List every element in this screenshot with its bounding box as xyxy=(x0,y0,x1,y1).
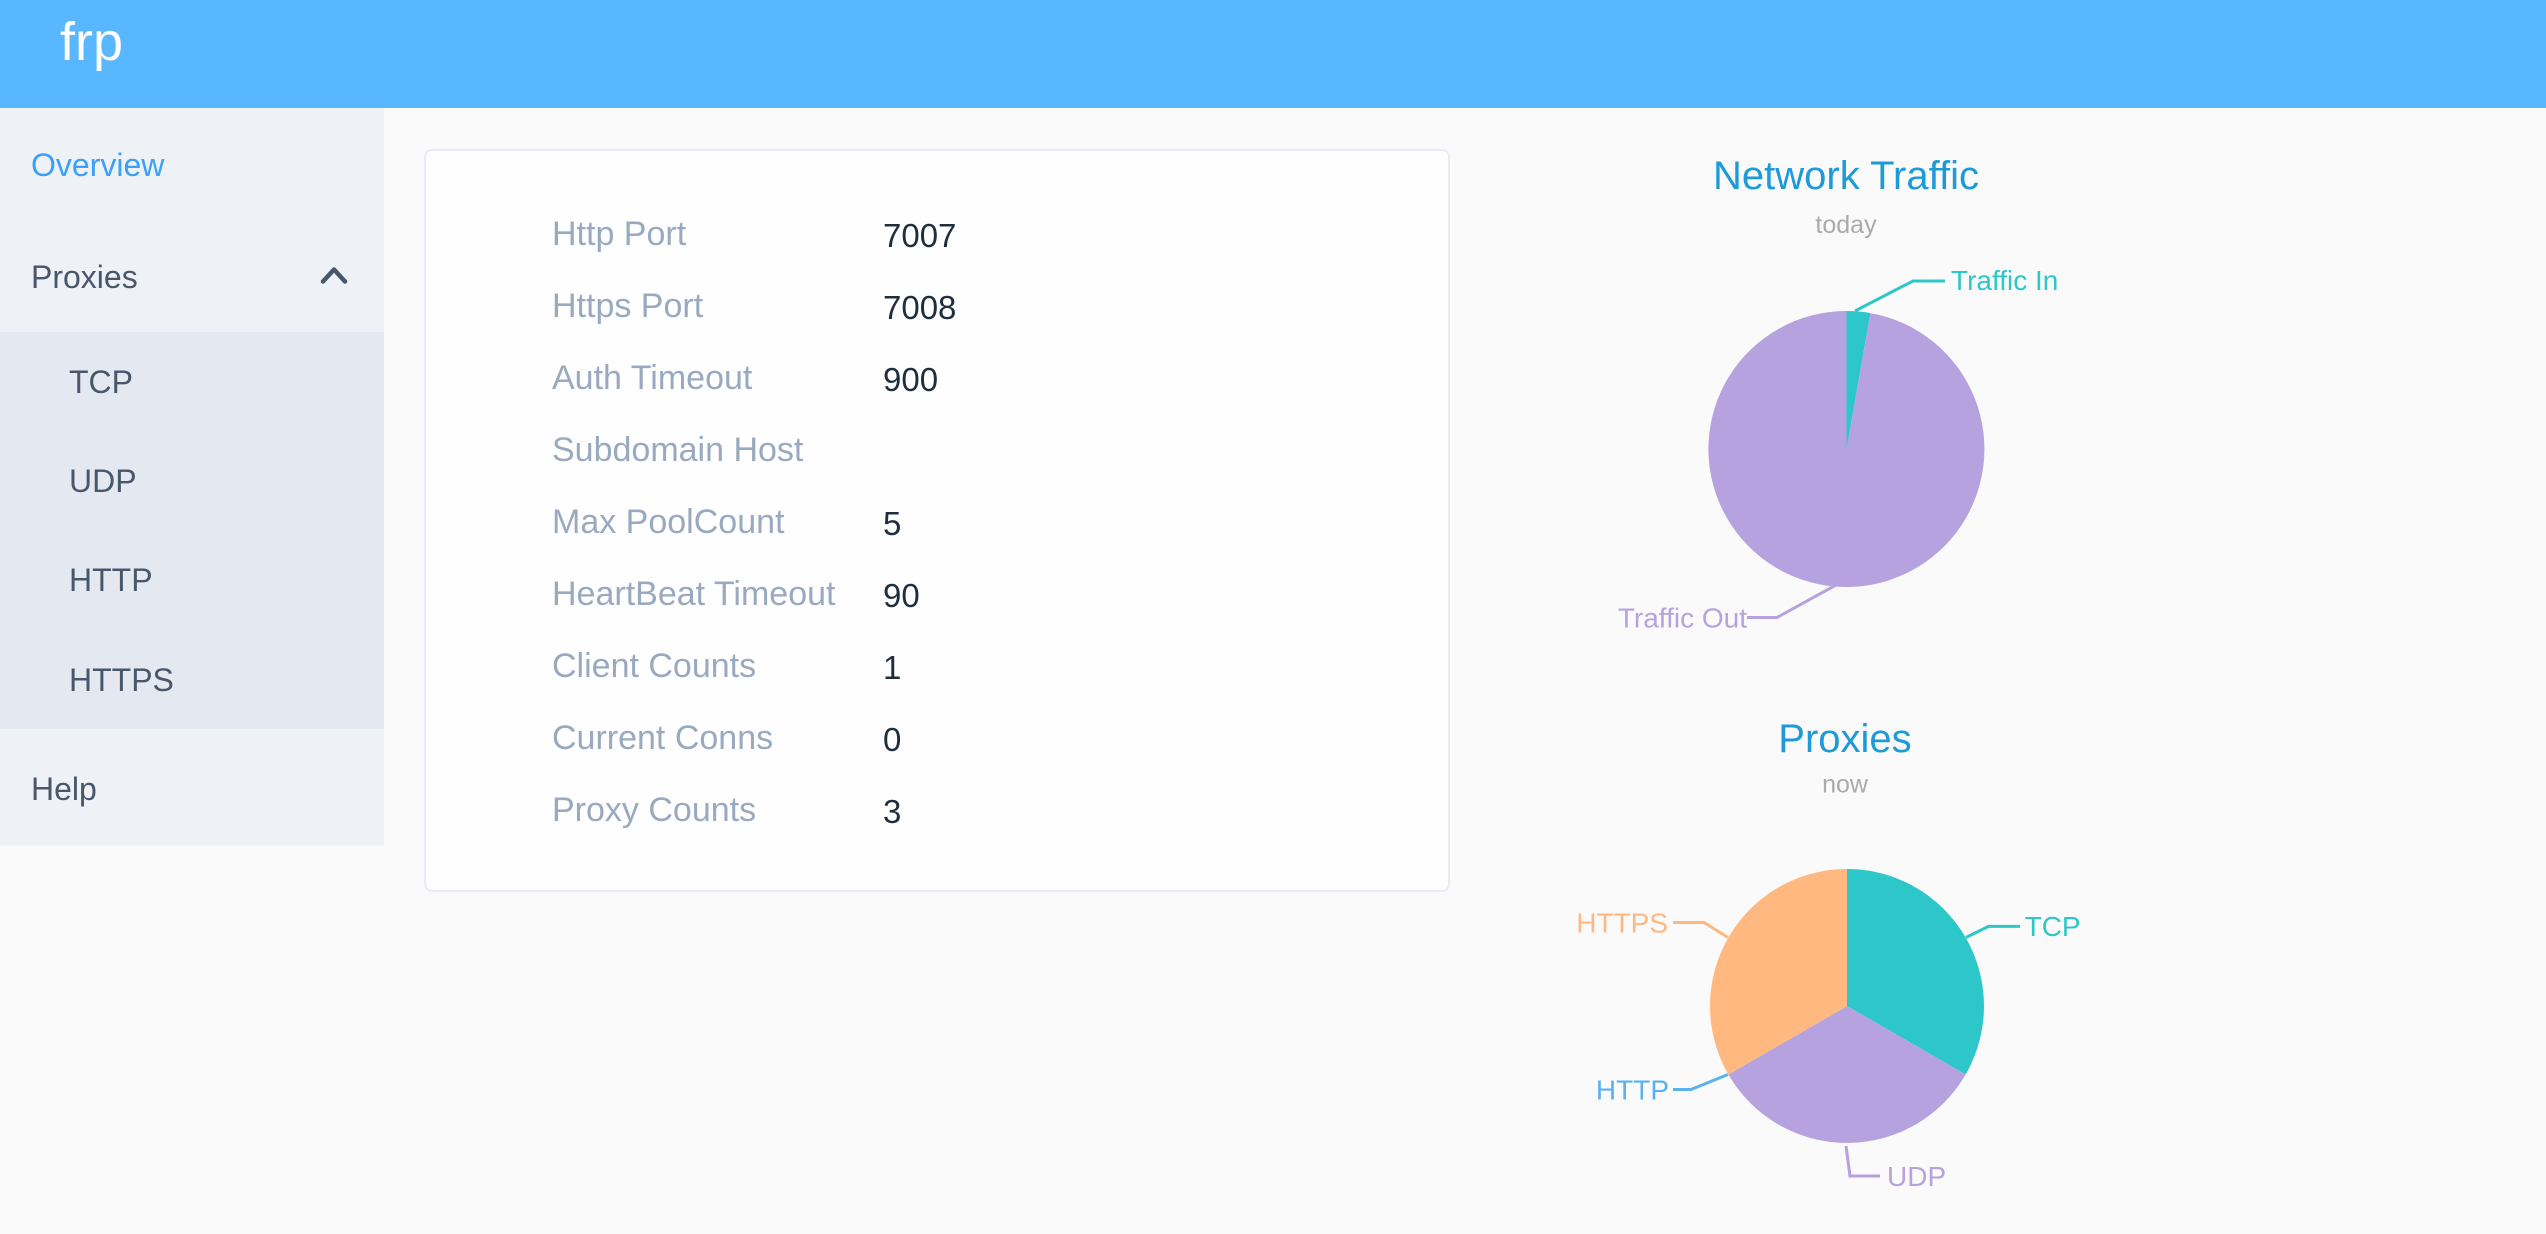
svg-text:UDP: UDP xyxy=(1887,1161,1946,1192)
svg-text:TCP: TCP xyxy=(2025,911,2081,942)
svg-text:HTTP: HTTP xyxy=(1596,1075,1669,1106)
svg-text:Traffic Out: Traffic Out xyxy=(1618,603,1747,634)
svg-text:Traffic In: Traffic In xyxy=(1951,265,2058,296)
svg-text:Proxies: Proxies xyxy=(1778,717,1911,761)
svg-text:today: today xyxy=(1815,211,1877,239)
svg-text:HTTPS: HTTPS xyxy=(1576,908,1668,939)
svg-text:now: now xyxy=(1822,771,1869,799)
svg-text:Network Traffic: Network Traffic xyxy=(1713,154,1979,198)
